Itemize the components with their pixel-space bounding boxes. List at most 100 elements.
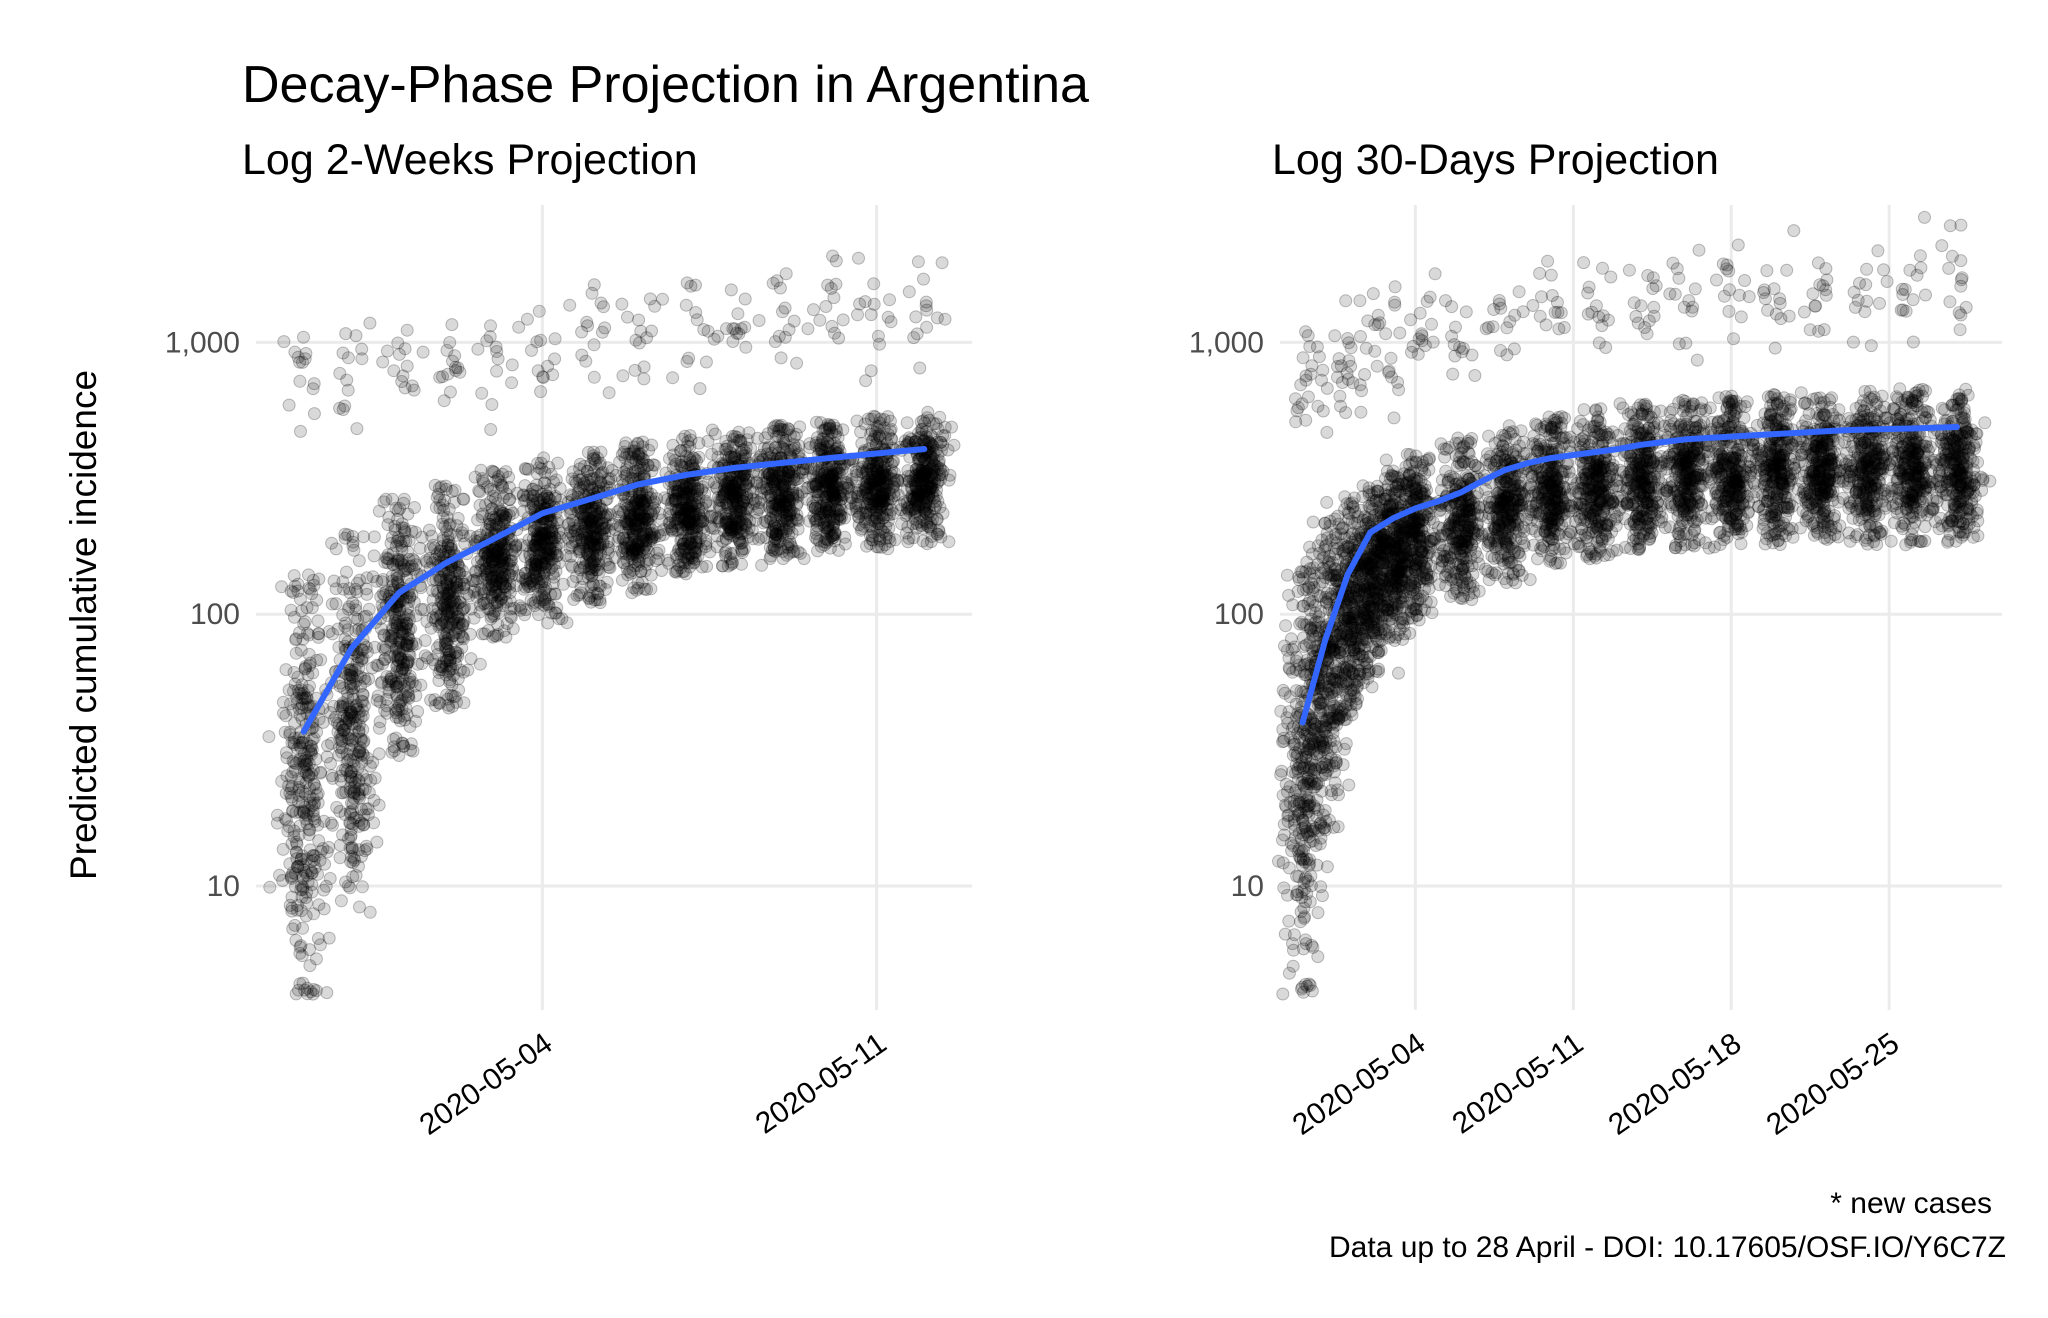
data-point	[913, 361, 927, 375]
data-point	[307, 731, 321, 745]
data-point	[336, 403, 350, 416]
data-point	[867, 297, 881, 311]
data-point	[1280, 643, 1294, 657]
data-point	[292, 731, 306, 745]
data-point	[305, 587, 319, 601]
data-point	[288, 918, 302, 932]
data-point	[295, 879, 308, 893]
data-point	[666, 371, 680, 385]
data-point	[676, 484, 690, 498]
data-point	[666, 438, 680, 452]
data-point	[442, 502, 456, 516]
data-point	[286, 765, 300, 779]
data-point	[925, 529, 939, 543]
data-point	[302, 822, 316, 836]
data-point	[292, 686, 306, 700]
data-point	[645, 530, 659, 544]
data-point	[910, 327, 924, 341]
data-point	[283, 898, 297, 912]
data-point	[598, 321, 612, 335]
data-point	[397, 492, 411, 506]
data-point	[742, 426, 756, 440]
data-point	[313, 766, 327, 780]
data-point	[349, 869, 363, 882]
data-point	[289, 805, 303, 819]
data-point	[307, 578, 321, 592]
data-point	[457, 492, 471, 506]
data-point	[502, 492, 516, 506]
data-point	[343, 663, 357, 677]
data-point	[297, 806, 311, 820]
data-point	[297, 330, 310, 344]
data-point	[473, 605, 487, 619]
data-point	[774, 351, 788, 365]
data-point	[781, 541, 795, 555]
data-point	[297, 805, 311, 819]
data-point	[290, 852, 304, 866]
data-point	[397, 558, 411, 572]
data-point	[490, 596, 504, 610]
data-point	[346, 539, 360, 552]
data-point	[288, 867, 302, 881]
data-point	[346, 804, 359, 818]
data-point	[310, 788, 324, 802]
data-point	[710, 540, 724, 554]
data-point	[472, 484, 486, 498]
data-point	[270, 816, 284, 830]
data-point	[296, 921, 310, 935]
data-point	[754, 493, 768, 507]
data-point	[296, 754, 310, 768]
data-point	[284, 603, 298, 617]
data-point	[284, 584, 298, 598]
data-point	[566, 575, 580, 588]
data-point	[534, 385, 548, 399]
data-point	[295, 890, 309, 904]
data-point	[699, 355, 713, 369]
data-point	[471, 342, 485, 356]
data-point	[549, 564, 563, 578]
data-point	[709, 480, 723, 494]
data-point	[485, 398, 499, 411]
data-point	[373, 715, 387, 729]
data-point	[426, 584, 440, 597]
data-point	[869, 459, 883, 473]
data-point	[291, 670, 305, 684]
data-point	[277, 335, 291, 349]
data-point	[291, 683, 305, 697]
data-point	[773, 281, 787, 295]
data-point	[1283, 690, 1297, 704]
data-point	[304, 739, 317, 753]
data-point	[593, 593, 607, 607]
data-point	[299, 766, 313, 780]
data-point	[356, 735, 370, 749]
data-point	[295, 949, 309, 963]
data-point	[300, 626, 314, 640]
data-point	[810, 513, 824, 527]
data-point	[387, 740, 401, 754]
data-point	[415, 530, 429, 544]
data-point	[306, 792, 320, 806]
data-point	[1290, 869, 1304, 883]
data-point	[900, 506, 913, 520]
data-point	[303, 943, 316, 957]
data-point	[349, 599, 363, 613]
data-point	[445, 318, 459, 332]
data-point	[619, 436, 633, 450]
data-point	[776, 423, 790, 437]
data-point	[300, 896, 314, 910]
data-point	[367, 530, 381, 544]
data-point	[293, 374, 307, 388]
data-point	[560, 616, 574, 630]
data-point	[294, 852, 308, 866]
data-point	[1276, 987, 1290, 1001]
data-point	[286, 804, 300, 818]
data-point	[325, 769, 339, 783]
data-point	[306, 573, 320, 587]
x-tick-label: 2020-05-11	[750, 1027, 893, 1141]
data-point	[302, 581, 316, 595]
data-point	[439, 651, 453, 665]
data-point	[386, 579, 400, 592]
data-point	[287, 610, 301, 624]
data-point	[576, 540, 590, 554]
data-point	[720, 476, 734, 490]
